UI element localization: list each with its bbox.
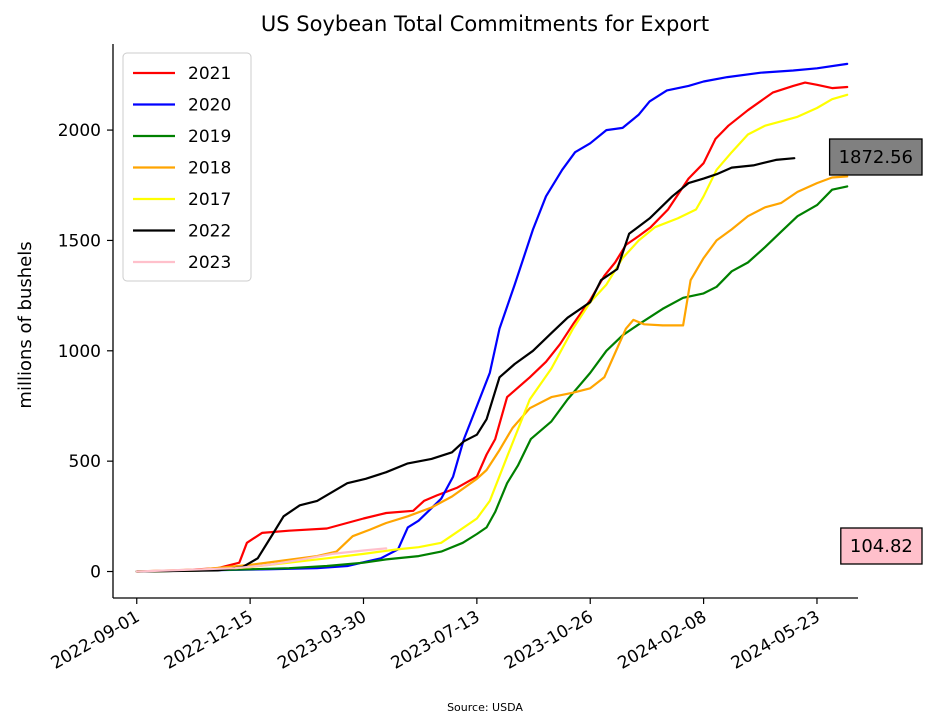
y-axis-label: millions of bushels — [15, 241, 36, 408]
source-note: Source: USDA — [447, 701, 523, 714]
value-badge-label-2023: 104.82 — [850, 536, 913, 557]
legend-label-2018: 2018 — [188, 159, 231, 179]
value-badge-label-2022: 1872.56 — [839, 147, 913, 168]
x-tick-label-2022-12-15: 2022-12-15 — [161, 607, 257, 674]
plot-lines — [135, 62, 849, 573]
x-tick-label-2023-03-30: 2023-03-30 — [274, 607, 370, 674]
legend-label-2023: 2023 — [188, 253, 231, 273]
x-tick-label-2023-10-26: 2023-10-26 — [501, 607, 597, 674]
legend: 2021 2020 2019 2018 2017 2022 2023 — [122, 52, 252, 282]
x-tick-label-2022-09-01: 2022-09-01 — [48, 607, 144, 674]
x-tick-label-2023-07-13: 2023-07-13 — [388, 607, 484, 674]
legend-label-2017: 2017 — [188, 190, 231, 210]
series-line-2019 — [135, 185, 849, 573]
x-tick-label-2024-02-08: 2024-02-08 — [615, 607, 711, 674]
y-tick-label-500: 500 — [69, 452, 101, 472]
y-tick-label-1500: 1500 — [58, 231, 101, 251]
y-tick-label-0: 0 — [90, 563, 101, 583]
value-badge-2023 — [840, 527, 923, 565]
series-line-2018 — [135, 175, 849, 573]
legend-label-2021: 2021 — [188, 64, 231, 84]
legend-frame — [122, 52, 252, 282]
annotations: 1872.56 104.82 — [828, 138, 923, 565]
chart-title: US Soybean Total Commitments for Export — [261, 12, 709, 36]
value-badge-2022 — [828, 138, 923, 176]
y-tick-label-1000: 1000 — [58, 342, 101, 362]
series-line-2023 — [135, 547, 388, 573]
series-line-2022 — [135, 157, 796, 573]
series-line-2020 — [135, 62, 849, 573]
legend-label-2019: 2019 — [188, 127, 231, 147]
x-ticks: 2022-09-01 2022-12-15 2023-03-30 2023-07-13… — [48, 598, 824, 674]
x-tick-label-2024-05-23: 2024-05-23 — [728, 607, 824, 674]
y-ticks: 0 500 1000 1500 2000 — [58, 121, 113, 583]
series-line-2021 — [135, 81, 849, 573]
y-tick-label-2000: 2000 — [58, 121, 101, 141]
legend-label-2022: 2022 — [188, 222, 231, 242]
legend-label-2020: 2020 — [188, 96, 231, 116]
